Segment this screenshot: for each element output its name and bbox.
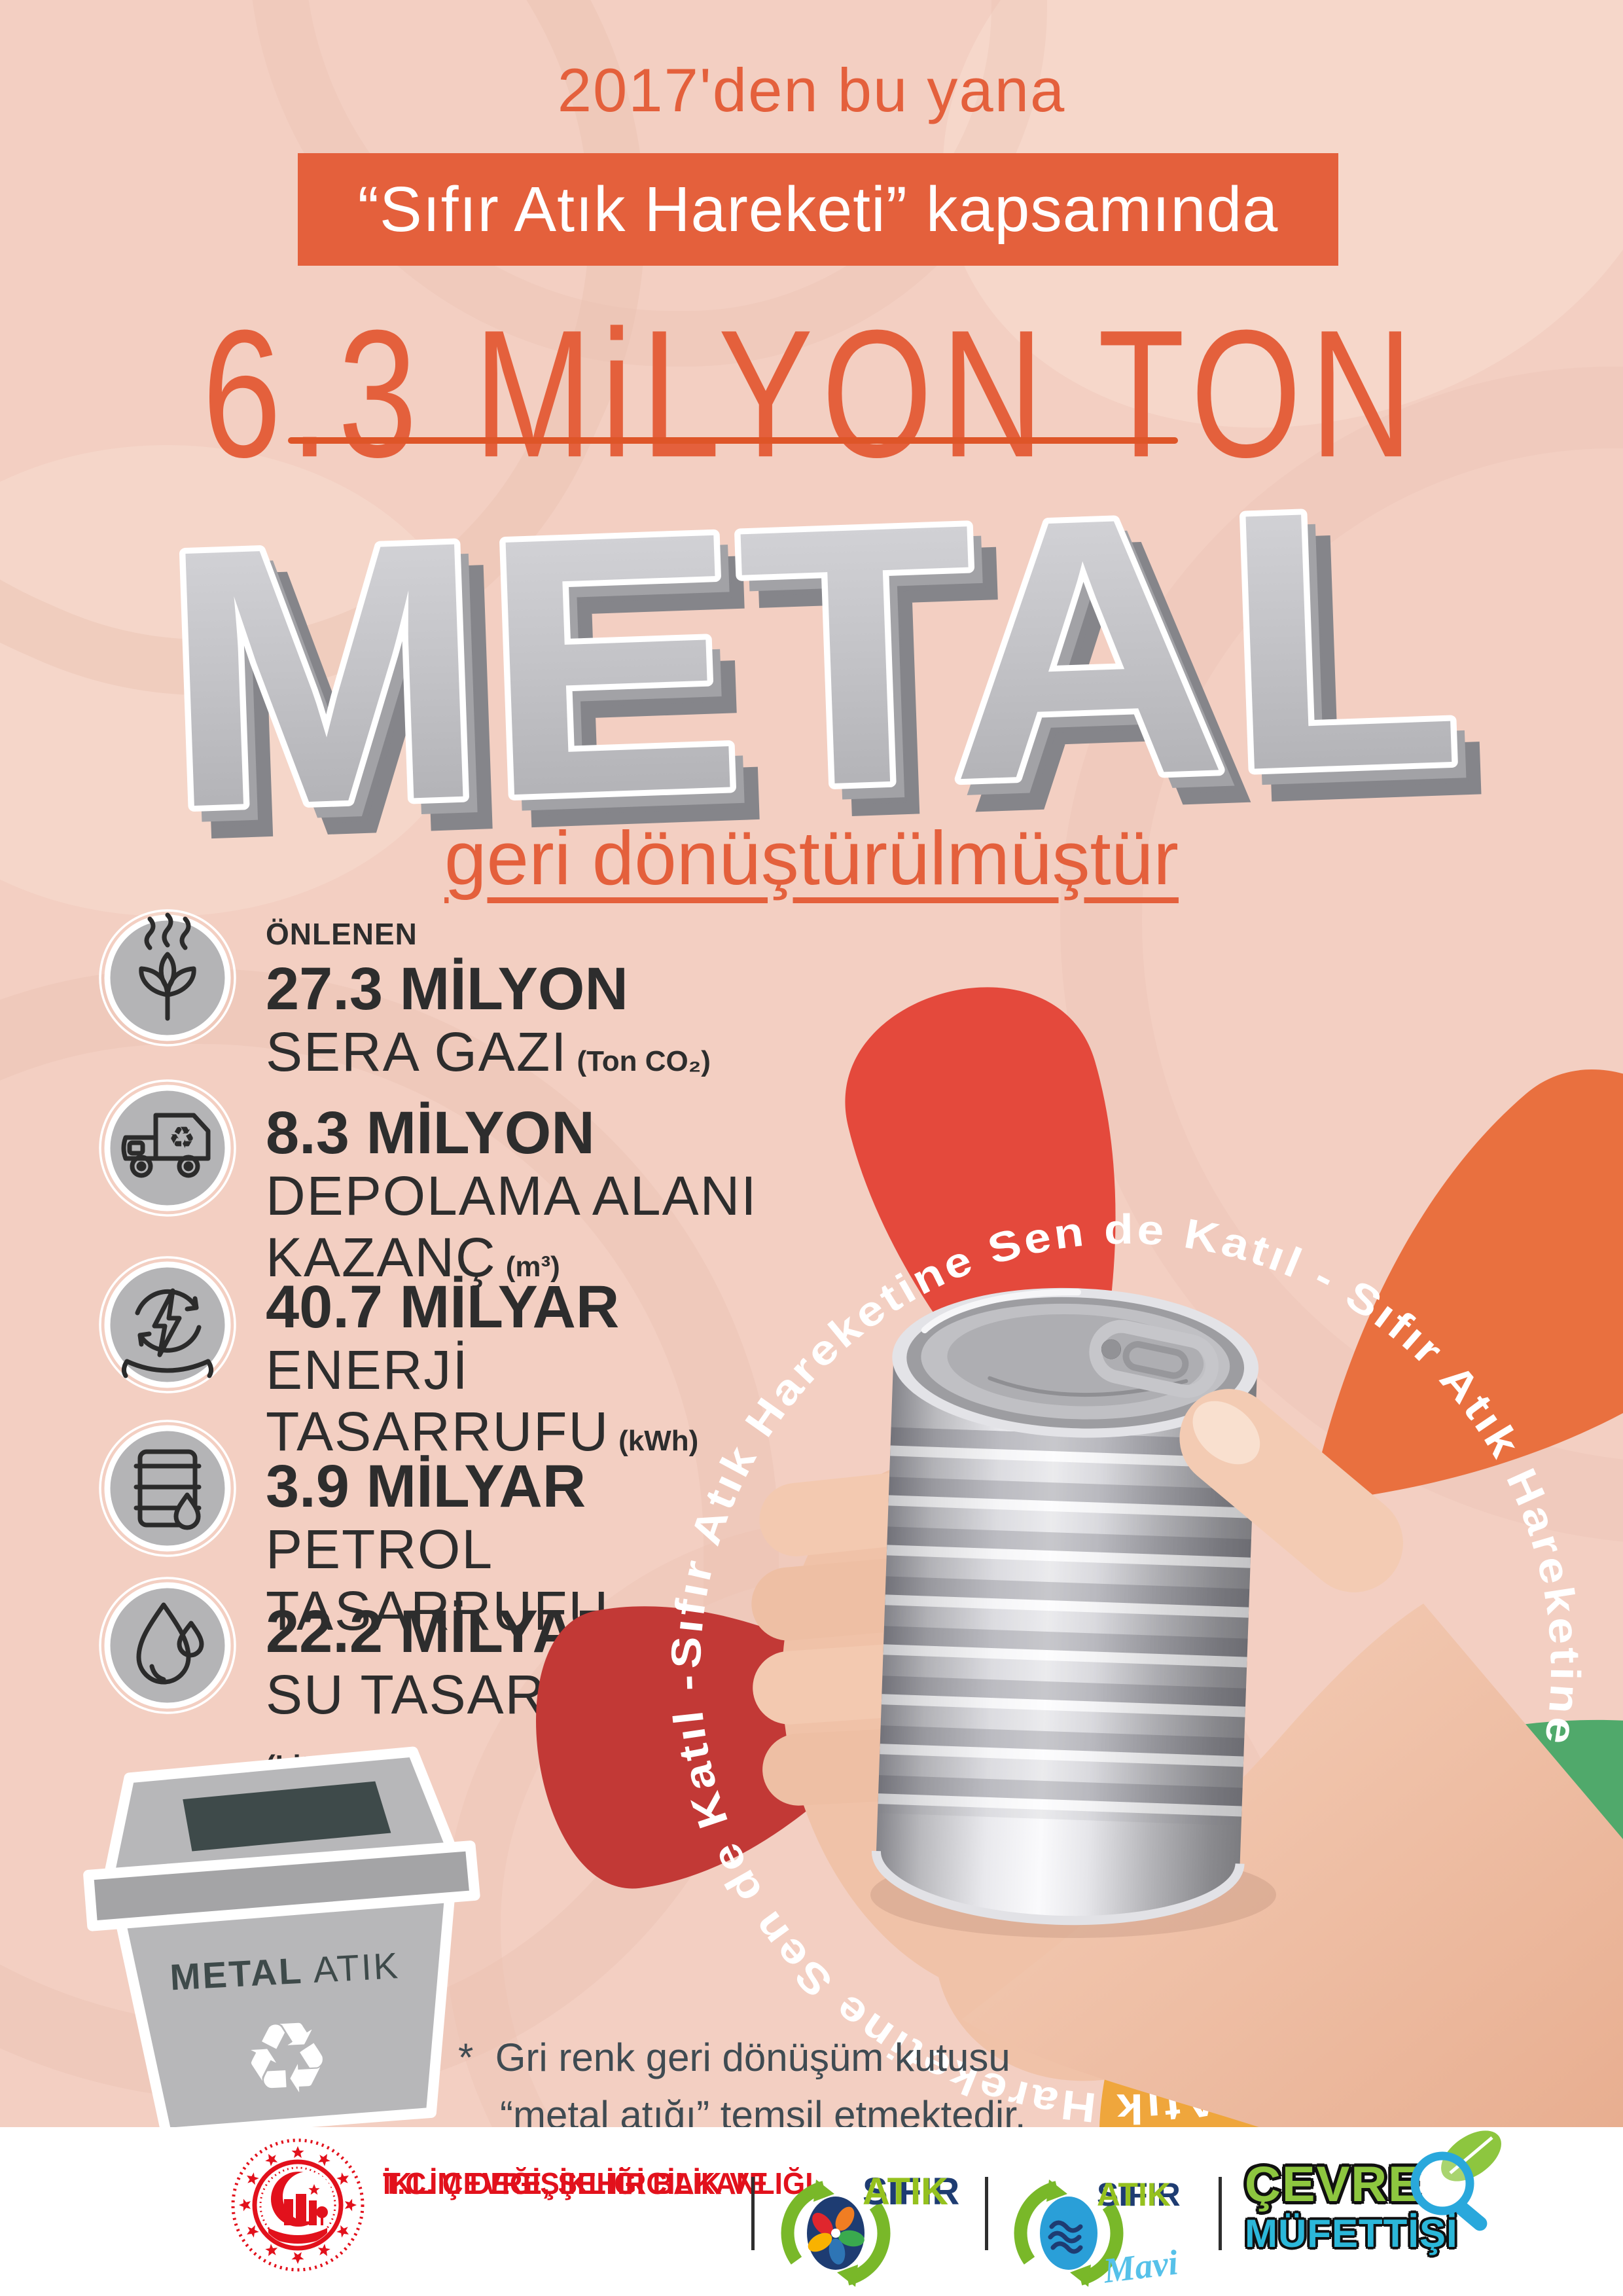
sifir-atik-mavi-word2: ATIK [1097,2176,1171,2213]
stat-unit: (kWh) [618,1425,699,1457]
greenhouse-gas-icon [99,909,236,1047]
stat-value: 40.7 MİLYAR [266,1274,620,1340]
svg-text:♻: ♻ [168,1121,195,1155]
ministry-emblem-icon [231,2138,365,2272]
stat-name: TASARRUFU [266,1401,610,1462]
banner: “Sıfır Atık Hareketi” kapsamında [298,153,1338,266]
svg-text:METAL: METAL [168,444,1478,863]
stat-value: 8.3 MİLYON [266,1100,595,1166]
stat-name: PETROL [266,1518,494,1580]
flower-icon [808,2206,865,2265]
stat-unit: (Ton CO₂) [577,1045,711,1077]
banner-text: “Sıfır Atık Hareketi” kapsamında [357,173,1279,245]
ministry-line1: T.C. ÇEVRE, ŞEHİRCİLİK VE [383,2166,768,2200]
mavi-script-label: Mavi [1101,2242,1181,2291]
recycled-subtitle: geri dönüştürülmüştür [444,816,1179,901]
sifir-atik-word1: SIFIR [863,2170,960,2213]
stat-name: SERA GAZI [266,1021,568,1083]
stat-value: 3.9 MİLYAR [266,1453,586,1520]
background-blob [0,445,478,916]
recycling-truck-icon: ♻ [99,1079,236,1217]
metal-3d-title: METAL METAL METAL [151,444,1495,863]
metal-waste-bin: METAL ATIK ♻ [83,1746,480,2139]
svg-text:METAL ATIK: METAL ATIK [169,1945,401,1998]
footnote-line1: Gri renk geri dönüşüm kutusu [495,2036,1010,2079]
svg-text:METAL: METAL [157,444,1467,863]
stat-unit: (m³) [505,1251,560,1283]
energy-saving-icon [99,1256,236,1393]
bin-label-light: ATIK [302,1945,401,1991]
sifir-atik-logo-icon [781,2179,891,2287]
footer-divider [751,2177,755,2250]
footer-divider [1219,2177,1222,2250]
magnifier-leaf-icon [1410,2130,1501,2231]
ministry-line2: İKLİM DEĞİŞİKLİĞİ BAKANLIĞI [383,2166,813,2200]
amount-headline: 6.3 MiLYON TON [202,291,1421,495]
stat-label: ÖNLENEN [266,917,418,951]
footnote-star: * [458,2036,474,2079]
oil-barrel-icon [99,1420,236,1557]
recycle-symbol-icon: ♻ [240,2001,334,2116]
bin-band [83,1840,480,1931]
tagline: 2017'den bu yana [557,56,1066,124]
stat-row-landfill: ♻ 8.3 MİLYON DEPOLAMA ALANI KAZANÇ (m³) [98,1079,758,1298]
divider-line [288,437,1178,444]
stat-name: KAZANÇ [266,1227,497,1288]
pull-tab [1089,1319,1219,1398]
water-drop-icon [99,1577,236,1714]
stat-name: DEPOLAMA ALANI [266,1165,758,1227]
svg-text:METAL: METAL [180,456,1489,863]
stat-name: SU TASARRUFU [266,1664,704,1725]
bin-slot [183,1781,391,1852]
bin-label-bold: METAL [169,1950,304,1998]
stat-value: 27.3 MİLYON [266,956,628,1022]
stat-row-energy: 40.7 MİLYAR ENERJİ TASARRUFU (kWh) [98,1255,698,1472]
stat-value: 22.2 MİLYAR [266,1598,620,1665]
footer-divider [985,2177,988,2250]
stat-row-greenhouse-gas: ÖNLENEN 27.3 MİLYON SERA GAZI (Ton CO₂) [98,908,711,1092]
stat-name: ENERJİ [266,1339,469,1401]
sifir-atik-word2: ATIK [863,2170,949,2213]
footer: T.C. ÇEVRE, ŞEHİRCİLİK VE İKLİM DEĞİŞİKL… [0,2127,1623,2296]
